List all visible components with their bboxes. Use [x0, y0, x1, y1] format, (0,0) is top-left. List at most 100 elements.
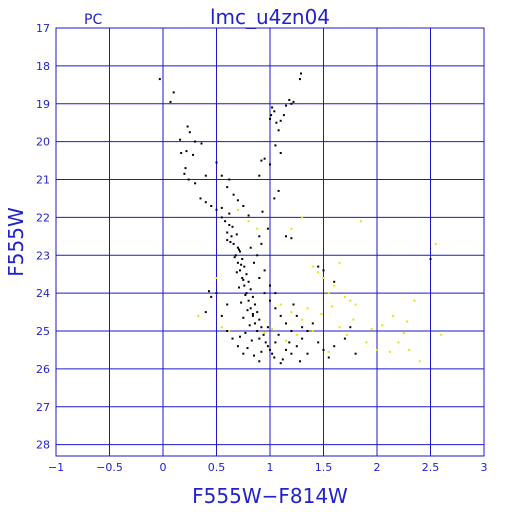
- data-point: [245, 292, 248, 295]
- data-point: [188, 131, 191, 134]
- data-point: [236, 199, 239, 202]
- data-point: [292, 100, 295, 103]
- data-point: [285, 104, 287, 107]
- data-point: [208, 290, 210, 293]
- data-point: [260, 159, 263, 162]
- data-point: [249, 246, 252, 249]
- data-point: [288, 99, 291, 101]
- data-point: [295, 345, 298, 348]
- data-point: [226, 330, 229, 332]
- data-point: [273, 197, 276, 200]
- data-point: [210, 295, 213, 298]
- data-point-secondary: [247, 220, 250, 223]
- data-point: [354, 352, 357, 355]
- data-point: [249, 307, 252, 310]
- data-point: [269, 163, 271, 166]
- data-point: [192, 153, 194, 156]
- data-point-secondary: [327, 350, 330, 353]
- data-point: [249, 288, 252, 291]
- data-point: [274, 307, 277, 310]
- x-tick-label: 3: [481, 461, 488, 474]
- data-point-secondary: [197, 314, 200, 317]
- data-point-secondary: [228, 330, 231, 332]
- corner-label: PC: [84, 12, 102, 28]
- data-point: [290, 102, 293, 105]
- data-point-secondary: [311, 265, 314, 268]
- data-point: [263, 157, 266, 160]
- data-point: [226, 239, 229, 242]
- y-axis-label: F555W: [4, 207, 28, 277]
- y-tick-label: 19: [36, 98, 50, 111]
- y-tick-label: 17: [36, 22, 50, 35]
- data-point: [271, 106, 274, 109]
- data-point-secondary: [333, 284, 336, 287]
- data-point-secondary: [418, 360, 421, 363]
- data-point: [250, 339, 253, 342]
- data-point: [301, 326, 304, 329]
- data-point-secondary: [327, 292, 330, 295]
- data-point-secondary: [388, 350, 391, 353]
- data-point: [239, 335, 241, 338]
- data-point: [239, 250, 241, 253]
- data-point: [226, 303, 229, 306]
- data-point: [256, 330, 259, 332]
- data-point-secondary: [320, 313, 323, 315]
- data-point: [224, 220, 227, 223]
- data-point: [273, 110, 276, 113]
- data-point: [247, 280, 250, 283]
- data-point: [277, 189, 280, 192]
- data-point: [226, 186, 229, 189]
- y-tick-label: 27: [36, 401, 50, 414]
- data-point: [349, 326, 352, 329]
- data-point: [220, 216, 223, 219]
- data-point: [279, 314, 282, 317]
- x-tick-label: 1.5: [315, 461, 333, 474]
- data-point: [242, 278, 245, 281]
- data-point: [260, 326, 263, 329]
- data-point-secondary: [397, 341, 400, 344]
- data-point: [236, 261, 239, 264]
- data-point: [246, 309, 249, 312]
- data-point: [290, 237, 293, 240]
- y-tick-label: 24: [36, 287, 50, 300]
- data-point: [204, 311, 207, 314]
- data-point: [288, 341, 291, 344]
- data-point: [327, 356, 330, 359]
- data-point: [240, 301, 243, 304]
- data-point-secondary: [220, 326, 223, 329]
- x-tick-label: 0: [160, 461, 167, 474]
- data-point: [245, 273, 248, 276]
- chart-title: lmc_u4zn04: [210, 5, 330, 29]
- data-point: [242, 352, 245, 355]
- data-point: [233, 256, 236, 259]
- data-point: [264, 341, 267, 344]
- data-point: [215, 292, 218, 295]
- data-point: [266, 227, 269, 230]
- data-point-secondary: [306, 307, 309, 310]
- data-point: [258, 235, 261, 238]
- data-point: [158, 78, 161, 81]
- data-point: [231, 337, 234, 340]
- data-point-secondary: [311, 330, 314, 332]
- data-point: [220, 314, 223, 317]
- data-point: [260, 242, 263, 245]
- data-point: [270, 114, 273, 117]
- y-tick-label: 28: [36, 439, 50, 452]
- data-point: [295, 314, 298, 317]
- data-point: [274, 341, 277, 344]
- data-point: [301, 337, 304, 340]
- data-point: [322, 348, 325, 351]
- data-point: [232, 242, 235, 245]
- data-point-secondary: [352, 318, 355, 321]
- data-point: [183, 172, 186, 175]
- y-tick-label: 25: [36, 325, 50, 338]
- x-tick-label: −1: [48, 461, 64, 474]
- data-point-secondary: [301, 216, 304, 219]
- data-point-secondary: [338, 261, 341, 264]
- y-tick-label: 18: [36, 60, 50, 73]
- data-point: [179, 138, 182, 141]
- x-axis-label: F555W−F814W: [192, 484, 348, 508]
- data-point: [194, 182, 197, 185]
- data-point-secondary: [285, 339, 287, 342]
